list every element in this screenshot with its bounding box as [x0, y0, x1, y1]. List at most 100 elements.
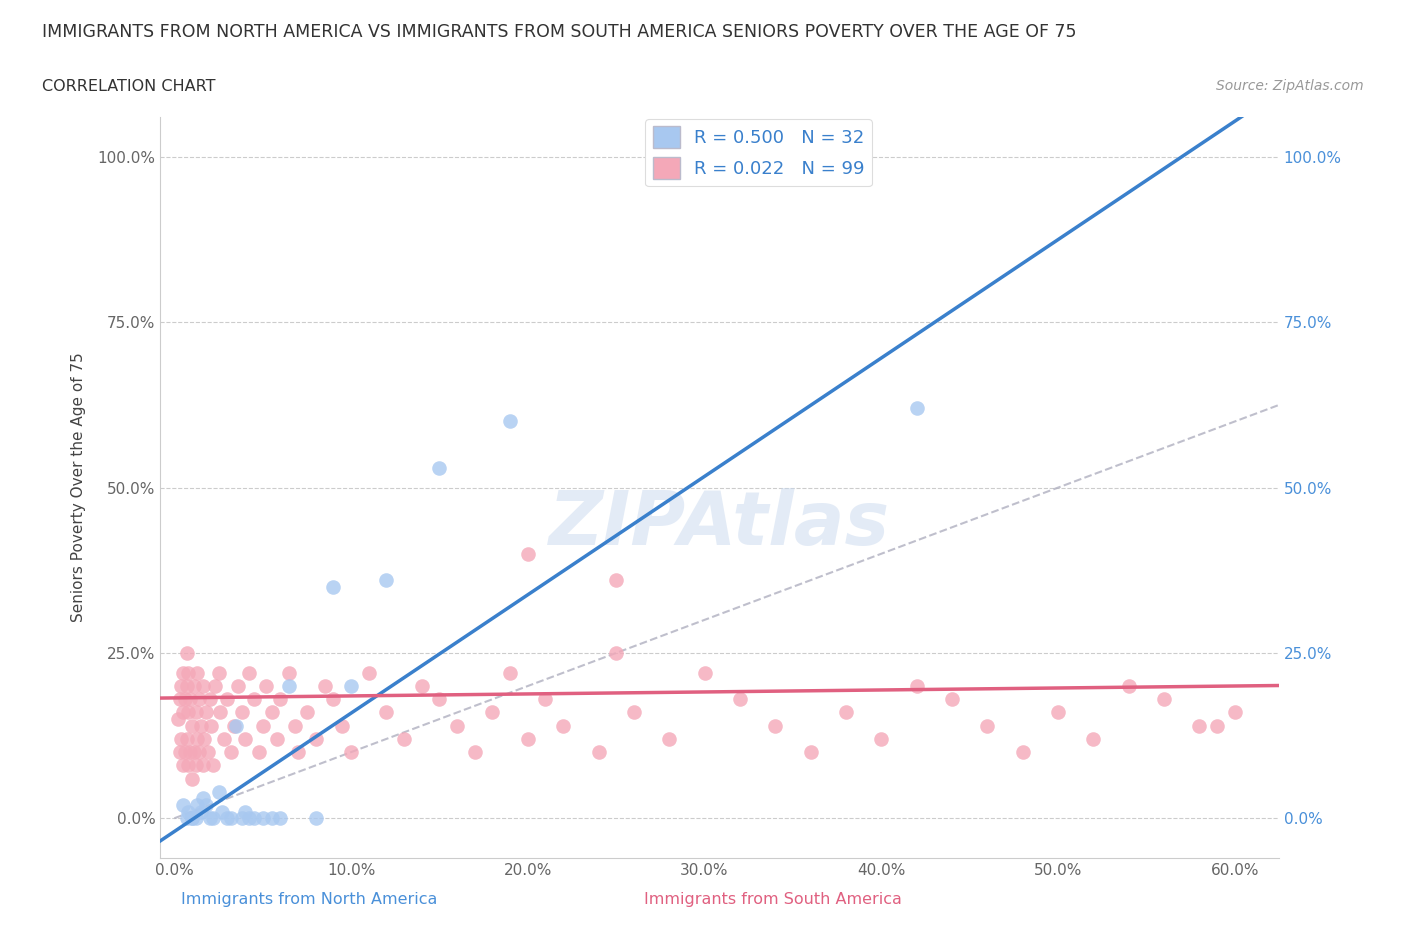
- Text: CORRELATION CHART: CORRELATION CHART: [42, 79, 215, 94]
- Point: [217, 811, 239, 826]
- Point: [225, 718, 247, 733]
- Point: [278, 665, 301, 680]
- Point: [184, 758, 207, 773]
- Point: [190, 718, 212, 733]
- Point: [188, 745, 211, 760]
- Point: [226, 679, 249, 694]
- Point: [202, 758, 225, 773]
- Point: [212, 732, 235, 747]
- Point: [1046, 705, 1069, 720]
- Point: [186, 665, 208, 680]
- Point: [170, 732, 193, 747]
- Point: [200, 718, 222, 733]
- Point: [177, 665, 200, 680]
- Point: [177, 758, 200, 773]
- Y-axis label: Seniors Poverty Over the Age of 75: Seniors Poverty Over the Age of 75: [72, 352, 86, 622]
- Point: [392, 732, 415, 747]
- Point: [314, 679, 336, 694]
- Point: [204, 679, 226, 694]
- Point: [516, 732, 538, 747]
- Point: [209, 705, 232, 720]
- Point: [179, 745, 201, 760]
- Point: [429, 692, 451, 707]
- Point: [623, 705, 645, 720]
- Point: [207, 784, 229, 799]
- Point: [1083, 732, 1105, 747]
- Point: [186, 732, 208, 747]
- Point: [411, 679, 433, 694]
- Text: Immigrants from North America: Immigrants from North America: [181, 892, 437, 907]
- Point: [1153, 692, 1175, 707]
- Point: [195, 798, 218, 813]
- Point: [340, 679, 363, 694]
- Point: [177, 804, 200, 819]
- Point: [169, 692, 191, 707]
- Point: [172, 705, 194, 720]
- Point: [553, 718, 575, 733]
- Point: [322, 692, 344, 707]
- Point: [499, 414, 522, 429]
- Point: [238, 811, 260, 826]
- Point: [202, 811, 225, 826]
- Point: [176, 811, 198, 826]
- Point: [238, 665, 260, 680]
- Point: [172, 798, 194, 813]
- Point: [330, 718, 353, 733]
- Point: [481, 705, 503, 720]
- Point: [800, 745, 823, 760]
- Point: [172, 758, 194, 773]
- Point: [190, 804, 212, 819]
- Point: [169, 745, 191, 760]
- Text: IMMIGRANTS FROM NORTH AMERICA VS IMMIGRANTS FROM SOUTH AMERICA SENIORS POVERTY O: IMMIGRANTS FROM NORTH AMERICA VS IMMIGRA…: [42, 23, 1077, 41]
- Point: [172, 665, 194, 680]
- Point: [181, 771, 204, 786]
- Point: [322, 579, 344, 594]
- Point: [1188, 718, 1211, 733]
- Point: [181, 811, 204, 826]
- Point: [1206, 718, 1229, 733]
- Legend: R = 0.500   N = 32, R = 0.022   N = 99: R = 0.500 N = 32, R = 0.022 N = 99: [645, 119, 872, 186]
- Point: [516, 546, 538, 561]
- Point: [233, 732, 256, 747]
- Point: [464, 745, 486, 760]
- Point: [167, 711, 190, 726]
- Point: [170, 679, 193, 694]
- Point: [219, 811, 242, 826]
- Point: [375, 705, 398, 720]
- Point: [1011, 745, 1033, 760]
- Point: [231, 705, 253, 720]
- Point: [184, 705, 207, 720]
- Point: [217, 692, 239, 707]
- Point: [186, 798, 208, 813]
- Point: [534, 692, 557, 707]
- Point: [287, 745, 309, 760]
- Point: [211, 804, 233, 819]
- Point: [941, 692, 963, 707]
- Point: [588, 745, 610, 760]
- Text: Source: ZipAtlas.com: Source: ZipAtlas.com: [1216, 79, 1364, 93]
- Point: [278, 679, 301, 694]
- Point: [260, 705, 283, 720]
- Point: [499, 665, 522, 680]
- Point: [183, 745, 205, 760]
- Point: [176, 679, 198, 694]
- Point: [905, 679, 928, 694]
- Point: [1118, 679, 1140, 694]
- Point: [176, 732, 198, 747]
- Point: [224, 718, 246, 733]
- Point: [269, 692, 291, 707]
- Point: [658, 732, 681, 747]
- Point: [1223, 705, 1246, 720]
- Point: [231, 811, 253, 826]
- Point: [188, 692, 211, 707]
- Point: [375, 573, 398, 588]
- Point: [283, 718, 305, 733]
- Point: [295, 705, 318, 720]
- Point: [181, 718, 204, 733]
- Point: [195, 705, 218, 720]
- Point: [728, 692, 751, 707]
- Point: [429, 460, 451, 475]
- Point: [247, 745, 270, 760]
- Point: [870, 732, 893, 747]
- Point: [605, 573, 627, 588]
